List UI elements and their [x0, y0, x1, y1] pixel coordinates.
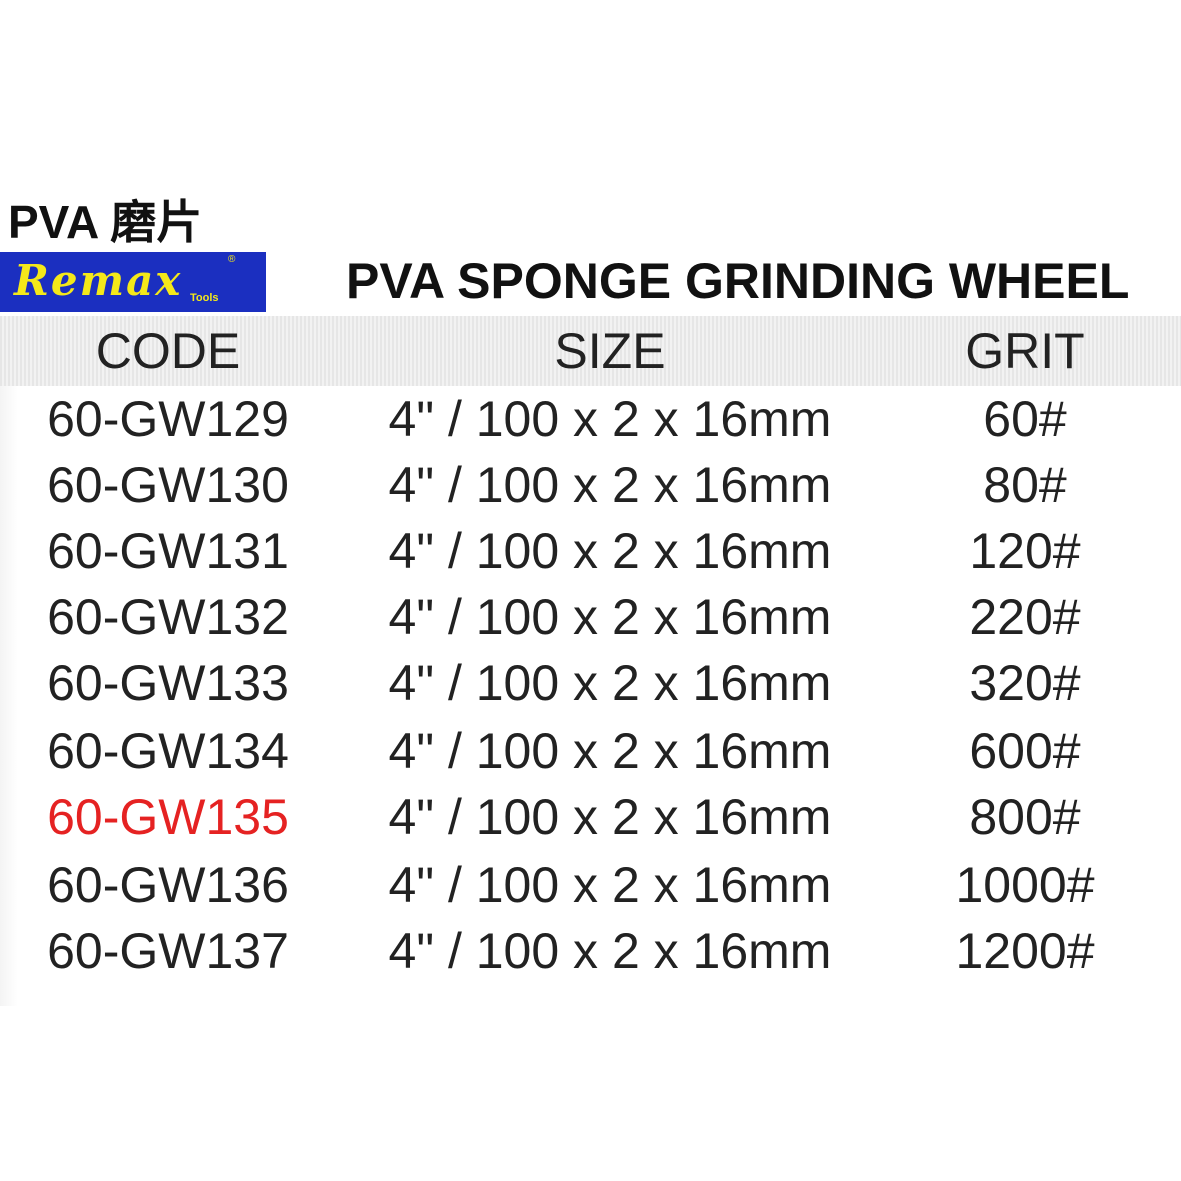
cell-size: 4" / 100 x 2 x 16mm [388, 457, 832, 513]
cell-grit: 600# [969, 723, 1081, 779]
cell-grit: 1000# [955, 857, 1095, 913]
cell-size: 4" / 100 x 2 x 16mm [388, 523, 832, 579]
cell-code: 60-GW135 [47, 789, 289, 845]
cell-code: 60-GW129 [47, 391, 289, 447]
header-code: CODE [95, 323, 241, 379]
left-shade [0, 386, 18, 1006]
cell-grit: 60# [983, 391, 1067, 447]
product-heading: PVA SPONGE GRINDING WHEEL [346, 253, 1130, 309]
remax-logo: Remax ® Tools [0, 252, 266, 312]
cell-code: 60-GW132 [47, 589, 289, 645]
cell-code: 60-GW136 [47, 857, 289, 913]
cell-size: 4" / 100 x 2 x 16mm [388, 923, 832, 979]
cell-grit: 800# [969, 789, 1081, 845]
cell-code: 60-GW133 [47, 655, 289, 711]
cell-grit: 220# [969, 589, 1081, 645]
cell-grit: 320# [969, 655, 1081, 711]
table-header-band [0, 316, 1181, 386]
cell-code: 60-GW131 [47, 523, 289, 579]
logo-registered: ® [228, 254, 236, 265]
cell-size: 4" / 100 x 2 x 16mm [388, 789, 832, 845]
cell-size: 4" / 100 x 2 x 16mm [388, 655, 832, 711]
cell-size: 4" / 100 x 2 x 16mm [388, 723, 832, 779]
cell-size: 4" / 100 x 2 x 16mm [388, 391, 832, 447]
header-size: SIZE [554, 323, 666, 379]
cell-code: 60-GW130 [47, 457, 289, 513]
cell-grit: 1200# [955, 923, 1095, 979]
cell-code: 60-GW137 [47, 923, 289, 979]
cell-grit: 120# [969, 523, 1081, 579]
cell-code: 60-GW134 [47, 723, 289, 779]
logo-brand: Remax [14, 256, 183, 305]
product-title: PVA 磨片 [8, 196, 203, 248]
cell-grit: 80# [983, 457, 1067, 513]
logo-sub: Tools [190, 292, 219, 304]
cell-size: 4" / 100 x 2 x 16mm [388, 589, 832, 645]
cell-size: 4" / 100 x 2 x 16mm [388, 857, 832, 913]
header-grit: GRIT [965, 323, 1085, 379]
